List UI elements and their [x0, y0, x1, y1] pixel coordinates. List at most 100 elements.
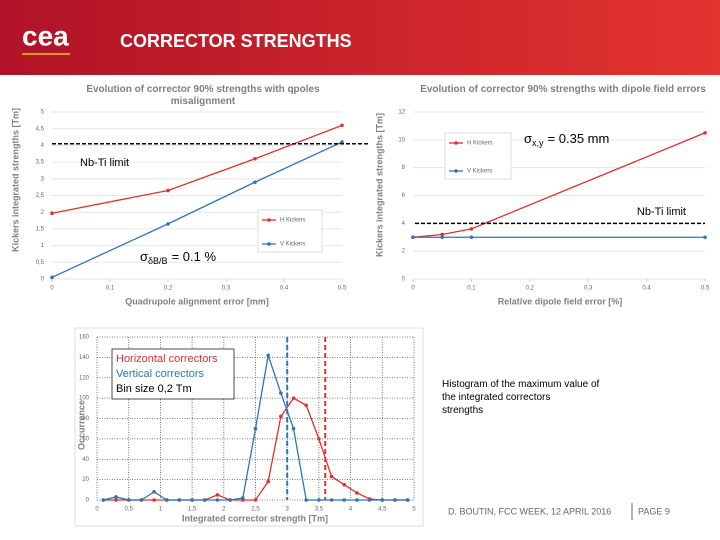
x-tick-label: 2: [222, 507, 226, 513]
y-tick-label: 0: [41, 277, 45, 283]
data-point: [469, 235, 474, 240]
data-point: [215, 498, 220, 502]
legend-note: Bin size 0,2 Tm: [116, 383, 192, 395]
data-point: [304, 498, 309, 502]
legend-marker: [267, 242, 271, 246]
data-point: [317, 498, 321, 502]
data-point: [215, 493, 220, 497]
y-tick-label: 6: [402, 193, 406, 199]
legend-label: V Kickers: [467, 169, 492, 175]
data-point: [202, 498, 207, 502]
x-tick-label: 3: [286, 507, 290, 513]
chart-panel: [368, 78, 712, 306]
x-tick-label: 5: [412, 507, 416, 513]
legend-label: Vertical correctors: [116, 368, 205, 380]
data-point: [139, 498, 144, 502]
x-tick-label: 4: [349, 507, 353, 513]
y-tick-label: 3,5: [36, 160, 45, 166]
annotation: σδB/B = 0.1 %: [140, 249, 216, 266]
y-tick-label: 4: [402, 221, 406, 227]
data-point: [152, 490, 156, 494]
data-point: [340, 140, 344, 144]
data-point: [342, 482, 347, 487]
x-tick-label: 4,5: [378, 507, 387, 513]
y-tick-label: 80: [82, 416, 89, 422]
y-tick-label: 60: [82, 436, 89, 442]
y-tick-label: 120: [79, 375, 90, 381]
x-tick-label: 0.3: [584, 286, 593, 292]
data-point: [367, 498, 372, 502]
x-tick-label: 0: [95, 507, 99, 513]
y-tick-label: 4,5: [36, 126, 45, 132]
header-band: [0, 0, 720, 75]
x-axis-label: Integrated corrector strength [Tm]: [182, 513, 328, 523]
annotation-text: = 0.35 mm: [548, 131, 610, 146]
x-tick-label: 0.5: [701, 286, 710, 292]
data-point: [440, 235, 445, 240]
data-point: [152, 498, 156, 502]
legend-marker: [454, 141, 458, 145]
annotation: σx,y = 0.35 mm: [524, 131, 609, 148]
slide-title: CORRECTOR STRENGTHS: [120, 31, 352, 51]
reference-label: Nb-Ti limit: [637, 206, 686, 218]
data-point: [166, 188, 170, 193]
data-point: [50, 275, 54, 280]
x-tick-label: 0.4: [642, 286, 651, 292]
data-point: [342, 498, 347, 502]
series-line: [51, 141, 343, 278]
x-tick-label: 3,5: [315, 507, 324, 513]
x-tick-label: 2,5: [251, 507, 260, 513]
legend-label: H Kickers: [280, 218, 306, 224]
data-point: [253, 180, 257, 184]
x-tick-label: 0: [411, 286, 415, 292]
logo: cea: [22, 20, 69, 51]
legend-marker: [267, 218, 271, 222]
y-tick-label: 0,5: [36, 260, 45, 266]
legend-marker: [454, 169, 458, 173]
chart-panel: [10, 78, 360, 306]
caption: Histogram of the maximum value of the int…: [442, 379, 600, 416]
data-point: [279, 391, 283, 395]
footer-text: D. BOUTIN, FCC WEEK, 12 APRIL 2016: [448, 506, 611, 516]
x-tick-label: 0.1: [106, 286, 115, 292]
y-tick-label: 5: [41, 110, 45, 116]
y-tick-label: 100: [79, 396, 90, 402]
x-tick-label: 0.4: [280, 286, 289, 292]
data-point: [440, 232, 445, 237]
data-point: [50, 211, 54, 216]
data-point: [166, 222, 170, 226]
data-point: [411, 235, 415, 240]
legend-label: V Kickers: [280, 242, 305, 248]
annotation-symbol: σ: [140, 249, 148, 264]
x-tick-label: 0: [50, 286, 54, 292]
data-point: [253, 426, 258, 431]
data-point: [291, 396, 296, 400]
data-point: [355, 491, 359, 495]
data-point: [241, 496, 245, 500]
annotation-subscript: δB/B: [148, 256, 168, 266]
y-tick-label: 0: [402, 277, 406, 283]
y-tick-label: 10: [398, 137, 405, 143]
y-tick-label: 160: [79, 335, 90, 341]
annotation-text: = 0.1 %: [172, 249, 217, 264]
chart-panel: [74, 327, 424, 527]
y-tick-label: 1: [41, 243, 45, 249]
data-point: [304, 403, 309, 408]
annotation-subscript: x,y: [532, 138, 544, 148]
data-point: [114, 498, 118, 502]
x-tick-label: 1: [159, 507, 163, 513]
y-tick-label: 2,5: [36, 193, 45, 199]
y-tick-label: 8: [402, 165, 406, 171]
series-line: [412, 132, 706, 238]
reference-label: Nb-Ti limit: [80, 157, 129, 169]
data-point: [703, 235, 707, 240]
data-point: [228, 498, 232, 502]
x-tick-label: 0.3: [222, 286, 231, 292]
data-point: [329, 474, 334, 479]
series-line: [51, 124, 343, 214]
y-axis-label: Occurrence: [76, 400, 86, 450]
y-tick-label: 0: [86, 498, 90, 504]
data-point: [340, 123, 344, 128]
